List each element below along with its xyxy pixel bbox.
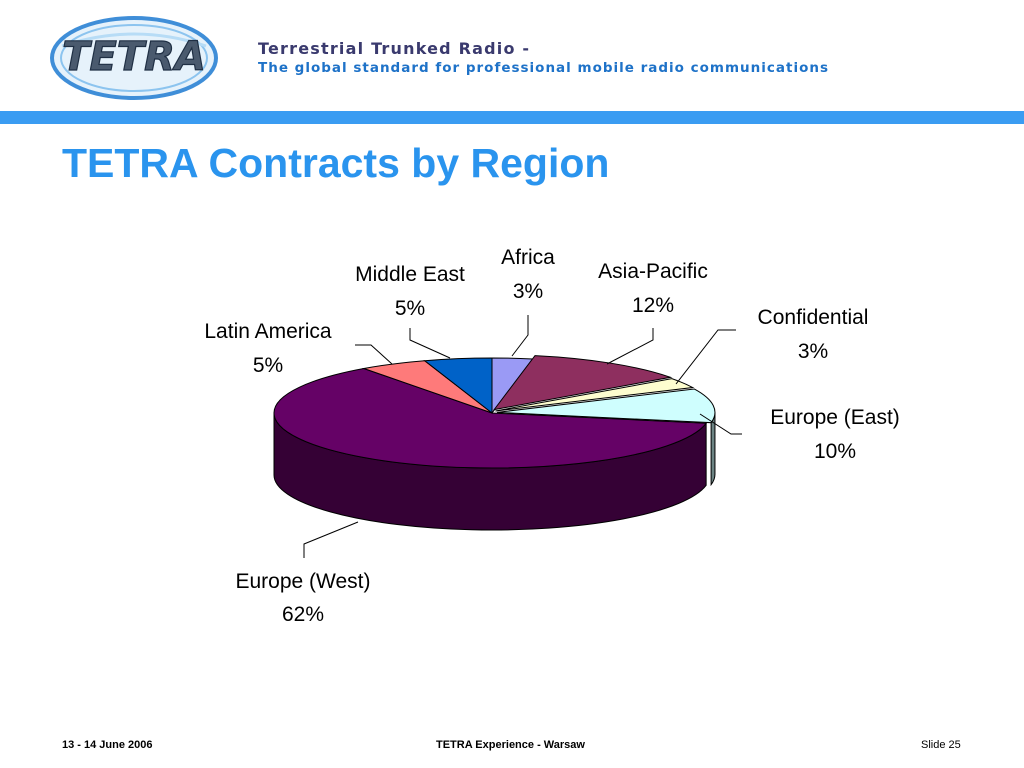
slice-label-latin-america: Latin America bbox=[204, 320, 332, 343]
tetra-logo: TETRA bbox=[50, 16, 218, 100]
slide-number: Slide 25 bbox=[921, 739, 961, 751]
leader-line-asia-pacific bbox=[606, 328, 654, 365]
slice-label-asia-pacific: Asia-Pacific bbox=[598, 260, 708, 283]
header-title: Terrestrial Trunked Radio - bbox=[258, 39, 531, 58]
slice-value-middle-east: 5% bbox=[395, 297, 425, 320]
footer-date: 13 - 14 June 2006 bbox=[62, 739, 153, 751]
leader-line-europe-east bbox=[699, 413, 742, 435]
leader-line-confidential bbox=[675, 329, 736, 385]
slice-label-middle-east: Middle East bbox=[355, 263, 465, 286]
slice-label-confidential: Confidential bbox=[758, 306, 869, 329]
slice-value-europe-east: 10% bbox=[814, 440, 856, 463]
leader-line-africa bbox=[511, 315, 529, 357]
leader-lines bbox=[303, 315, 742, 558]
slide-title: TETRA Contracts by Region bbox=[62, 140, 610, 186]
leader-line-middle-east bbox=[409, 328, 451, 359]
slice-value-europe-west: 62% bbox=[282, 603, 324, 626]
slice-middle-east bbox=[423, 357, 493, 415]
slice-label-europe-east: Europe (East) bbox=[770, 406, 900, 429]
slice-europe-west bbox=[273, 367, 708, 469]
pie-slices bbox=[273, 355, 716, 469]
footer-event: TETRA Experience - Warsaw bbox=[436, 739, 585, 751]
slice-asia-pacific bbox=[492, 355, 673, 411]
slice-label-africa: Africa bbox=[501, 246, 555, 269]
slice-europe-east bbox=[496, 388, 716, 424]
header-subtitle: The global standard for professional mob… bbox=[258, 60, 830, 76]
slice-labels: Africa 3% Asia-Pacific 12% Confidential 3% Eur… bbox=[204, 246, 899, 626]
header-divider bbox=[0, 111, 1024, 124]
leader-line-latin-america bbox=[355, 344, 393, 365]
leader-line-europe-west bbox=[303, 521, 359, 558]
slice-value-confidential: 3% bbox=[798, 340, 828, 363]
logo-text: TETRA bbox=[62, 34, 206, 80]
slice-value-asia-pacific: 12% bbox=[632, 294, 674, 317]
slice-label-europe-west: Europe (West) bbox=[236, 570, 371, 593]
slice-value-africa: 3% bbox=[513, 280, 543, 303]
slice-value-latin-america: 5% bbox=[253, 354, 283, 377]
slice-confidential bbox=[495, 378, 695, 412]
